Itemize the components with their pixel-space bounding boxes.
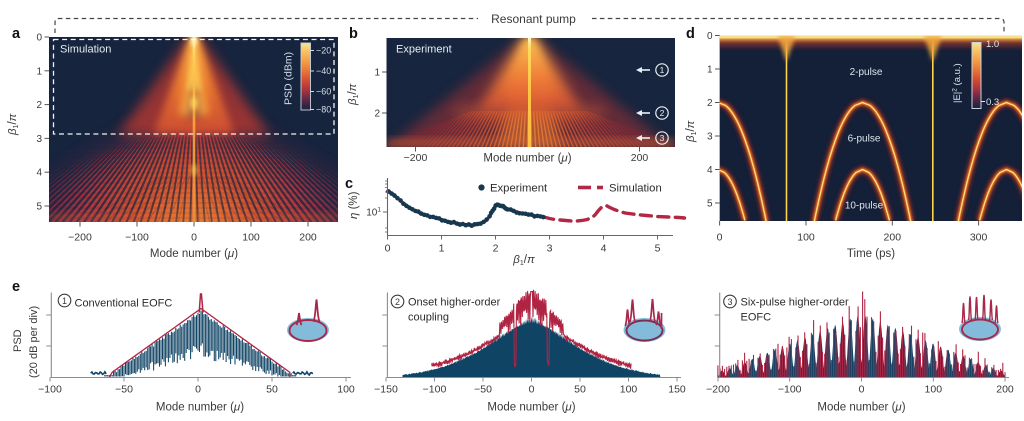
svg-text:−100: −100 bbox=[38, 384, 62, 396]
svg-text:6-pulse: 6-pulse bbox=[848, 134, 881, 145]
svg-text:−50: −50 bbox=[474, 384, 492, 396]
svg-text:b: b bbox=[349, 26, 358, 42]
svg-text:−200: −200 bbox=[404, 152, 428, 164]
svg-text:5: 5 bbox=[36, 202, 42, 213]
svg-text:a: a bbox=[12, 26, 21, 42]
svg-text:100: 100 bbox=[797, 232, 815, 244]
svg-text:Mode number (μ): Mode number (μ) bbox=[156, 402, 244, 414]
svg-text:−60: −60 bbox=[316, 87, 331, 97]
svg-text:2: 2 bbox=[707, 98, 713, 109]
svg-text:−50: −50 bbox=[115, 384, 133, 396]
svg-text:5: 5 bbox=[655, 243, 661, 255]
svg-text:β1/π: β1/π bbox=[7, 113, 20, 136]
svg-text:β1/π: β1/π bbox=[512, 254, 535, 267]
svg-text:3: 3 bbox=[660, 133, 665, 143]
svg-text:4: 4 bbox=[601, 243, 607, 255]
svg-text:−100: −100 bbox=[423, 384, 447, 396]
svg-text:0: 0 bbox=[529, 384, 535, 396]
svg-text:2: 2 bbox=[374, 109, 380, 120]
svg-text:200: 200 bbox=[884, 232, 902, 244]
svg-text:200: 200 bbox=[996, 384, 1014, 396]
svg-text:4: 4 bbox=[707, 165, 713, 176]
svg-text:0: 0 bbox=[191, 232, 197, 244]
svg-text:200: 200 bbox=[299, 232, 317, 244]
svg-text:100: 100 bbox=[337, 384, 355, 396]
svg-text:(20 dB per div): (20 dB per div) bbox=[28, 306, 40, 378]
svg-text:3: 3 bbox=[727, 297, 732, 307]
svg-text:100: 100 bbox=[925, 384, 943, 396]
svg-text:2-pulse: 2-pulse bbox=[850, 67, 883, 78]
svg-text:Simulation: Simulation bbox=[60, 44, 111, 56]
svg-text:Simulation: Simulation bbox=[609, 183, 662, 195]
svg-text:3: 3 bbox=[707, 132, 713, 143]
svg-text:Six-pulse higher-order: Six-pulse higher-order bbox=[741, 297, 850, 309]
svg-text:2: 2 bbox=[660, 108, 665, 118]
svg-text:−150: −150 bbox=[374, 384, 398, 396]
svg-text:β1/π: β1/π bbox=[685, 120, 698, 143]
svg-text:1.0: 1.0 bbox=[986, 39, 999, 50]
svg-text:Onset higher-order: Onset higher-order bbox=[408, 297, 501, 309]
svg-text:0: 0 bbox=[707, 31, 713, 42]
svg-text:5: 5 bbox=[707, 199, 713, 210]
svg-text:|E|2 (a.u.): |E|2 (a.u.) bbox=[952, 63, 964, 103]
svg-text:50: 50 bbox=[266, 384, 278, 396]
svg-text:1: 1 bbox=[374, 68, 380, 79]
svg-text:0: 0 bbox=[36, 33, 42, 44]
svg-text:η (%): η (%) bbox=[348, 191, 360, 219]
svg-text:Resonant pump: Resonant pump bbox=[491, 12, 576, 26]
svg-text:−20: −20 bbox=[316, 46, 331, 56]
svg-text:0: 0 bbox=[717, 232, 723, 244]
svg-text:1: 1 bbox=[62, 296, 67, 306]
svg-text:−100: −100 bbox=[778, 384, 802, 396]
svg-text:e: e bbox=[12, 279, 20, 295]
svg-text:Experiment: Experiment bbox=[396, 44, 452, 56]
svg-text:−200: −200 bbox=[68, 232, 92, 244]
svg-text:2: 2 bbox=[36, 100, 42, 111]
svg-text:0: 0 bbox=[859, 384, 865, 396]
svg-text:Mode number (μ): Mode number (μ) bbox=[483, 153, 571, 165]
svg-text:150: 150 bbox=[668, 384, 686, 396]
svg-text:0.3: 0.3 bbox=[986, 97, 999, 108]
svg-text:d: d bbox=[686, 26, 695, 42]
svg-text:100: 100 bbox=[620, 384, 638, 396]
svg-text:−80: −80 bbox=[316, 105, 331, 115]
svg-text:2: 2 bbox=[395, 297, 400, 307]
svg-text:Mode number (μ): Mode number (μ) bbox=[487, 402, 575, 414]
svg-text:100: 100 bbox=[242, 232, 260, 244]
svg-text:Conventional EOFC: Conventional EOFC bbox=[75, 298, 173, 310]
svg-text:0: 0 bbox=[195, 384, 201, 396]
svg-text:coupling: coupling bbox=[408, 312, 449, 324]
svg-text:Time (ps): Time (ps) bbox=[847, 248, 895, 260]
svg-text:1: 1 bbox=[707, 65, 713, 76]
svg-text:200: 200 bbox=[631, 152, 649, 164]
svg-text:PSD: PSD bbox=[12, 329, 24, 352]
svg-text:c: c bbox=[345, 176, 353, 192]
svg-text:Experiment: Experiment bbox=[490, 183, 548, 195]
svg-text:−40: −40 bbox=[316, 66, 331, 76]
svg-text:50: 50 bbox=[574, 384, 586, 396]
svg-text:1: 1 bbox=[36, 66, 42, 77]
svg-text:Mode number (μ): Mode number (μ) bbox=[817, 402, 905, 414]
svg-text:−100: −100 bbox=[125, 232, 149, 244]
svg-text:1: 1 bbox=[439, 243, 445, 255]
svg-text:3: 3 bbox=[547, 243, 553, 255]
svg-text:1: 1 bbox=[660, 65, 665, 75]
svg-text:4: 4 bbox=[36, 168, 42, 179]
svg-text:PSD (dBm): PSD (dBm) bbox=[283, 52, 295, 105]
svg-text:2: 2 bbox=[493, 243, 499, 255]
svg-text:−200: −200 bbox=[706, 384, 730, 396]
svg-text:300: 300 bbox=[970, 232, 988, 244]
svg-text:10-pulse: 10-pulse bbox=[845, 201, 884, 212]
svg-text:Mode number (μ): Mode number (μ) bbox=[150, 248, 238, 260]
svg-text:3: 3 bbox=[36, 134, 42, 145]
svg-text:0: 0 bbox=[385, 243, 391, 255]
svg-text:EOFC: EOFC bbox=[741, 312, 772, 324]
svg-text:β1/π: β1/π bbox=[347, 83, 360, 106]
